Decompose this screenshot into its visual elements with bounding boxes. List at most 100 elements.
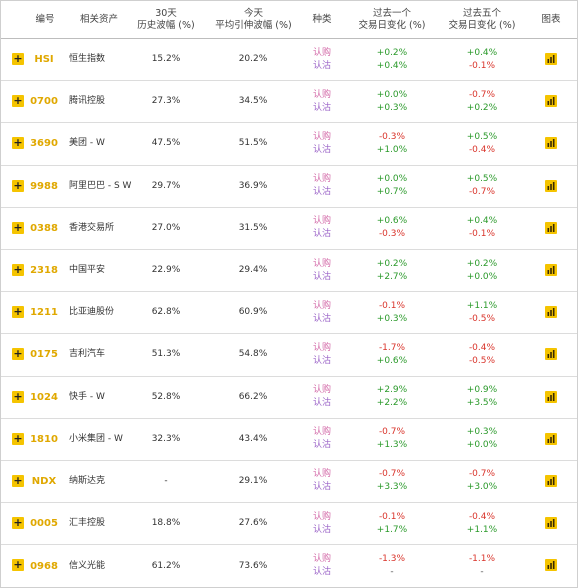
call-label[interactable]: 认购 bbox=[312, 131, 331, 142]
put-label[interactable]: 认沽 bbox=[312, 313, 331, 324]
one-day-change-call: +0.0% bbox=[376, 89, 408, 100]
one-day-change-call: +0.0% bbox=[376, 174, 408, 185]
put-label[interactable]: 认沽 bbox=[312, 229, 331, 240]
one-day-change-call: +0.2% bbox=[376, 258, 408, 269]
five-day-change-call: +0.5% bbox=[466, 174, 498, 185]
one-day-change: +0.0% +0.7% bbox=[357, 166, 427, 207]
call-label[interactable]: 认购 bbox=[312, 216, 331, 227]
five-day-change-put: -0.1% bbox=[468, 229, 496, 240]
plus-icon[interactable]: + bbox=[12, 347, 24, 361]
one-day-change-put: +0.3% bbox=[376, 313, 408, 324]
bar-chart-icon[interactable] bbox=[545, 53, 557, 65]
implied-volatility: 29.1% bbox=[238, 475, 268, 486]
five-day-change-put: -0.1% bbox=[468, 60, 496, 71]
call-label[interactable]: 认购 bbox=[312, 469, 331, 480]
bar-chart-icon[interactable] bbox=[545, 559, 557, 572]
asset-code[interactable]: 1810 bbox=[30, 433, 58, 445]
put-label[interactable]: 认沽 bbox=[312, 398, 331, 409]
one-day-change-put: +0.6% bbox=[376, 355, 408, 366]
call-label[interactable]: 认购 bbox=[312, 511, 331, 522]
bar-chart-icon[interactable] bbox=[545, 179, 557, 192]
call-label[interactable]: 认购 bbox=[312, 47, 331, 58]
plus-icon[interactable]: + bbox=[12, 389, 24, 403]
put-label[interactable]: 认沽 bbox=[312, 102, 331, 113]
asset-name: 吉利汽车 bbox=[69, 349, 106, 360]
plus-icon[interactable]: + bbox=[12, 220, 24, 234]
asset-code[interactable]: 2318 bbox=[30, 265, 58, 277]
five-day-change: +1.1% -0.5% bbox=[447, 292, 517, 333]
table-row: + 0388 香港交易所 27.0% 31.5% 认购 认沽 +0.6% -0.… bbox=[1, 208, 577, 250]
one-day-change-put: +0.4% bbox=[376, 60, 408, 71]
put-label[interactable]: 认沽 bbox=[312, 144, 331, 155]
put-label[interactable]: 认沽 bbox=[312, 440, 331, 451]
call-label[interactable]: 认购 bbox=[312, 89, 331, 100]
bar-chart-icon[interactable] bbox=[545, 390, 557, 403]
table-row: + 0005 汇丰控股 18.8% 27.6% 认购 认沽 -0.1% +1.7… bbox=[1, 503, 577, 546]
put-label[interactable]: 认沽 bbox=[312, 187, 331, 198]
table-row: + 1024 快手 - W 52.8% 66.2% 认购 认沽 +2.9% +2… bbox=[1, 377, 577, 419]
plus-icon[interactable]: + bbox=[12, 136, 24, 150]
plus-icon[interactable]: + bbox=[12, 178, 24, 192]
put-label[interactable]: 认沽 bbox=[312, 60, 331, 71]
plus-icon[interactable]: + bbox=[12, 473, 24, 487]
asset-code[interactable]: 0968 bbox=[30, 560, 58, 572]
call-label[interactable]: 认购 bbox=[312, 385, 331, 396]
put-label[interactable]: 认沽 bbox=[312, 567, 331, 578]
bar-chart-icon[interactable] bbox=[545, 137, 557, 150]
bar-chart-icon[interactable] bbox=[545, 221, 557, 234]
implied-volatility: 43.4% bbox=[238, 433, 268, 444]
asset-code[interactable]: 0388 bbox=[30, 222, 58, 234]
table-row: + 1211 比亚迪股份 62.8% 60.9% 认购 认沽 -0.1% +0.… bbox=[1, 292, 577, 335]
call-label[interactable]: 认购 bbox=[312, 174, 331, 185]
plus-icon[interactable]: + bbox=[12, 262, 24, 276]
bar-chart-icon[interactable] bbox=[545, 95, 557, 108]
header-code: 编号 bbox=[35, 13, 55, 25]
table-row: + NDX 纳斯达克 - 29.1% 认购 认沽 -0.7% +3.3% -0.… bbox=[1, 461, 577, 504]
call-label[interactable]: 认购 bbox=[312, 258, 331, 269]
asset-code[interactable]: NDX bbox=[31, 475, 57, 487]
one-day-change-call: -0.7% bbox=[378, 427, 406, 438]
header-chart: 图表 bbox=[541, 13, 561, 25]
put-label[interactable]: 认沽 bbox=[312, 524, 331, 535]
asset-code[interactable]: 0700 bbox=[30, 96, 58, 108]
bar-chart-icon[interactable] bbox=[545, 306, 557, 319]
five-day-change: +0.2% +0.0% bbox=[447, 250, 517, 291]
asset-name: 恒生指数 bbox=[69, 54, 106, 65]
asset-code[interactable]: 1024 bbox=[30, 391, 58, 403]
plus-icon[interactable]: + bbox=[12, 431, 24, 445]
five-day-change-put: -0.7% bbox=[468, 187, 496, 198]
implied-volatility: 34.5% bbox=[238, 96, 268, 107]
table-row: + 0968 信义光能 61.2% 73.6% 认购 认沽 -1.3% - -1… bbox=[1, 545, 577, 587]
bar-chart-icon[interactable] bbox=[545, 348, 557, 361]
warrant-type: 认购 认沽 bbox=[297, 39, 347, 80]
table-row: + 0175 吉利汽车 51.3% 54.8% 认购 认沽 -1.7% +0.6… bbox=[1, 334, 577, 377]
bar-chart-icon[interactable] bbox=[545, 517, 557, 530]
warrant-type: 认购 认沽 bbox=[297, 377, 347, 418]
asset-code[interactable]: 0175 bbox=[30, 349, 58, 361]
one-day-change-put: -0.3% bbox=[378, 229, 406, 240]
put-label[interactable]: 认沽 bbox=[312, 482, 331, 493]
call-label[interactable]: 认购 bbox=[312, 554, 331, 565]
asset-code[interactable]: 3690 bbox=[30, 138, 58, 150]
plus-icon[interactable]: + bbox=[12, 94, 24, 108]
put-label[interactable]: 认沽 bbox=[312, 271, 331, 282]
plus-icon[interactable]: + bbox=[12, 52, 24, 65]
asset-code[interactable]: 0005 bbox=[30, 518, 58, 530]
one-day-change: +0.2% +2.7% bbox=[357, 250, 427, 291]
plus-icon[interactable]: + bbox=[12, 305, 24, 319]
asset-code[interactable]: HSI bbox=[34, 54, 54, 66]
warrant-type: 认购 认沽 bbox=[297, 545, 347, 587]
asset-code[interactable]: 9988 bbox=[30, 180, 58, 192]
bar-chart-icon[interactable] bbox=[545, 263, 557, 276]
bar-chart-icon[interactable] bbox=[545, 432, 557, 445]
call-label[interactable]: 认购 bbox=[312, 300, 331, 311]
put-label[interactable]: 认沽 bbox=[312, 355, 331, 366]
call-label[interactable]: 认购 bbox=[312, 427, 331, 438]
plus-icon[interactable]: + bbox=[12, 516, 24, 530]
call-label[interactable]: 认购 bbox=[312, 342, 331, 353]
asset-code[interactable]: 1211 bbox=[30, 307, 58, 319]
bar-chart-icon[interactable] bbox=[545, 474, 557, 487]
plus-icon[interactable]: + bbox=[12, 558, 24, 572]
warrant-type: 认购 认沽 bbox=[297, 292, 347, 333]
